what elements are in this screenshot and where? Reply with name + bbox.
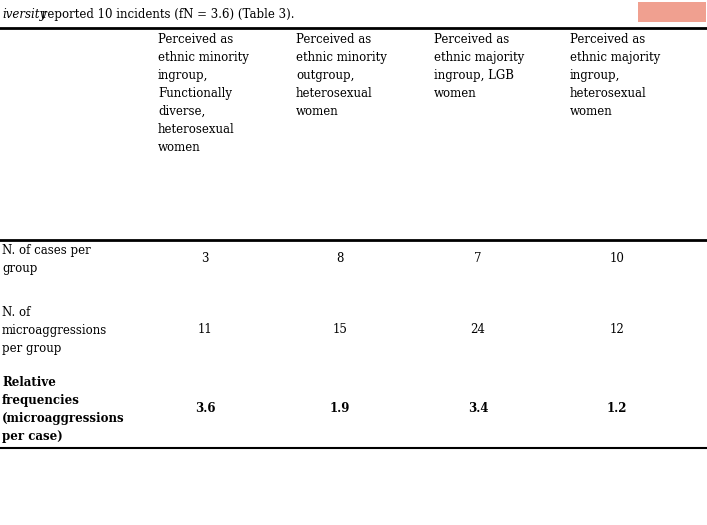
Text: ethnic minority: ethnic minority (158, 51, 249, 64)
Text: women: women (434, 87, 477, 100)
Text: iversity: iversity (2, 8, 46, 21)
Text: reported 10 incidents (fN = 3.6) (Table 3).: reported 10 incidents (fN = 3.6) (Table … (38, 8, 295, 21)
Text: 10: 10 (609, 251, 624, 265)
Text: ingroup, LGB: ingroup, LGB (434, 69, 514, 82)
Text: 3: 3 (201, 251, 209, 265)
Text: 3.4: 3.4 (468, 402, 489, 415)
Text: group: group (2, 262, 37, 275)
Text: microaggressions: microaggressions (2, 324, 107, 337)
Text: 1.2: 1.2 (607, 402, 627, 415)
Text: 1.9: 1.9 (329, 402, 350, 415)
Text: ingroup,: ingroup, (570, 69, 620, 82)
Text: 12: 12 (609, 322, 624, 335)
Text: 7: 7 (474, 251, 481, 265)
Text: women: women (570, 105, 613, 118)
Text: ethnic minority: ethnic minority (296, 51, 387, 64)
Text: heterosexual: heterosexual (296, 87, 373, 100)
Text: ethnic majority: ethnic majority (570, 51, 660, 64)
Text: frequencies: frequencies (2, 394, 80, 407)
Text: diverse,: diverse, (158, 105, 205, 118)
Text: N. of: N. of (2, 306, 30, 319)
Text: heterosexual: heterosexual (570, 87, 647, 100)
Text: heterosexual: heterosexual (158, 123, 235, 136)
Text: per group: per group (2, 342, 62, 355)
Text: Perceived as: Perceived as (570, 33, 645, 46)
Text: N. of cases per: N. of cases per (2, 244, 90, 257)
Text: Perceived as: Perceived as (434, 33, 509, 46)
Text: 11: 11 (198, 322, 212, 335)
Text: per case): per case) (2, 430, 63, 443)
Text: Functionally: Functionally (158, 87, 232, 100)
Text: 3.6: 3.6 (194, 402, 215, 415)
Text: 24: 24 (471, 322, 486, 335)
Text: (microaggressions: (microaggressions (2, 412, 124, 425)
Text: 15: 15 (332, 322, 347, 335)
Text: 8: 8 (337, 251, 344, 265)
Bar (638, 2, 706, 22)
Text: Perceived as: Perceived as (296, 33, 371, 46)
Text: outgroup,: outgroup, (296, 69, 354, 82)
Text: Perceived as: Perceived as (158, 33, 233, 46)
Text: women: women (296, 105, 339, 118)
Text: Relative: Relative (2, 376, 56, 389)
Text: women: women (158, 141, 201, 154)
Text: ethnic majority: ethnic majority (434, 51, 525, 64)
Text: ingroup,: ingroup, (158, 69, 209, 82)
